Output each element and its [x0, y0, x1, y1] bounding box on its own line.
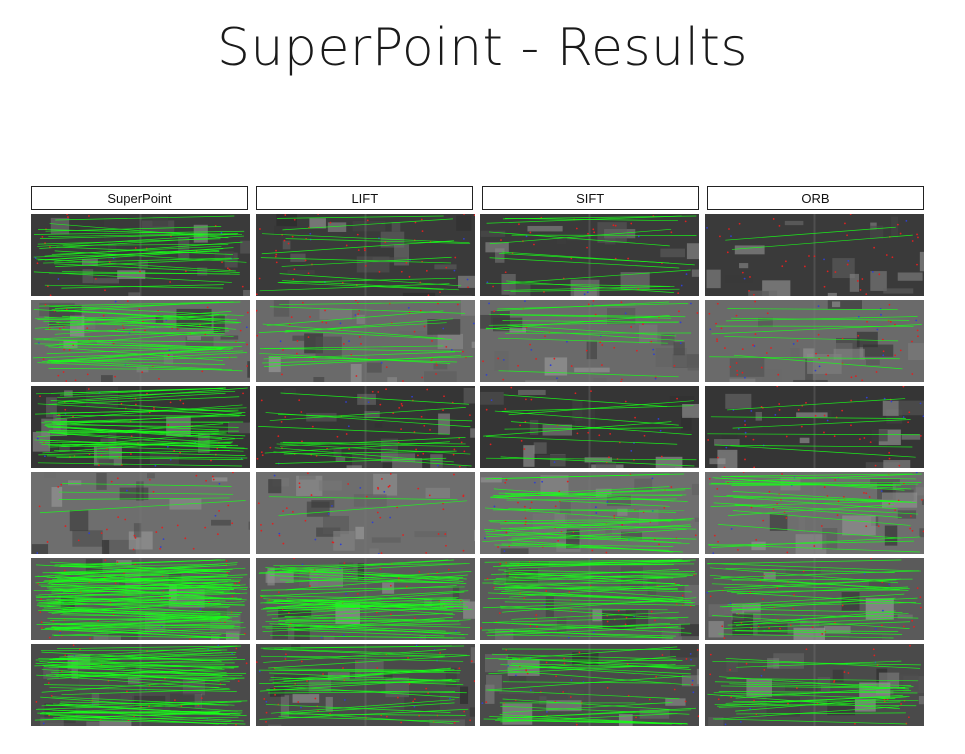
match-image-superpoint-textured-ground: [31, 558, 250, 640]
match-image-superpoint-textured-surface: [31, 644, 250, 726]
page-title: SuperPoint - Results: [216, 18, 749, 78]
match-image-sift-textured-surface: [480, 644, 700, 726]
method-header-orb: ORB: [706, 186, 924, 210]
method-header-superpoint: SuperPoint: [31, 186, 248, 210]
match-image-lift-planar-graffiti: [255, 300, 475, 382]
match-image-orb-textured-ground: [704, 558, 924, 640]
match-image-superpoint-building-facade: [31, 214, 250, 296]
match-image-superpoint-indoor-bust: [31, 386, 250, 468]
match-image-sift-planar-graffiti: [480, 300, 700, 382]
match-image-sift-textured-ground: [480, 558, 700, 640]
match-image-orb-indoor-bust: [704, 386, 924, 468]
method-header-row: SuperPoint LIFT SIFT ORB: [31, 186, 924, 210]
match-image-superpoint-planar-graffiti: [31, 300, 250, 382]
scene-row-textured-ground: [31, 558, 924, 640]
scene-row-planar-graffiti: [31, 300, 924, 382]
match-image-lift-outdoor-garden: [255, 472, 475, 554]
method-header-sift: SIFT: [481, 186, 699, 210]
method-header-lift: LIFT: [256, 186, 474, 210]
match-image-orb-building-facade: [704, 214, 924, 296]
match-image-superpoint-outdoor-garden: [31, 472, 250, 554]
match-image-sift-building-facade: [480, 214, 700, 296]
match-image-orb-textured-surface: [704, 644, 924, 726]
scene-row-building-facade: [31, 214, 924, 296]
scene-row-outdoor-garden: [31, 472, 924, 554]
scene-row-textured-surface: [31, 644, 924, 726]
scene-row-indoor-bust: [31, 386, 924, 468]
match-image-lift-indoor-bust: [255, 386, 475, 468]
match-image-orb-outdoor-garden: [704, 472, 924, 554]
match-image-lift-textured-surface: [255, 644, 475, 726]
match-image-grid: [31, 214, 924, 726]
match-image-sift-outdoor-garden: [480, 472, 700, 554]
match-image-orb-planar-graffiti: [704, 300, 924, 382]
results-grid: SuperPoint LIFT SIFT ORB: [31, 186, 924, 730]
match-image-sift-indoor-bust: [480, 386, 700, 468]
match-image-lift-textured-ground: [255, 558, 475, 640]
match-image-lift-building-facade: [255, 214, 475, 296]
